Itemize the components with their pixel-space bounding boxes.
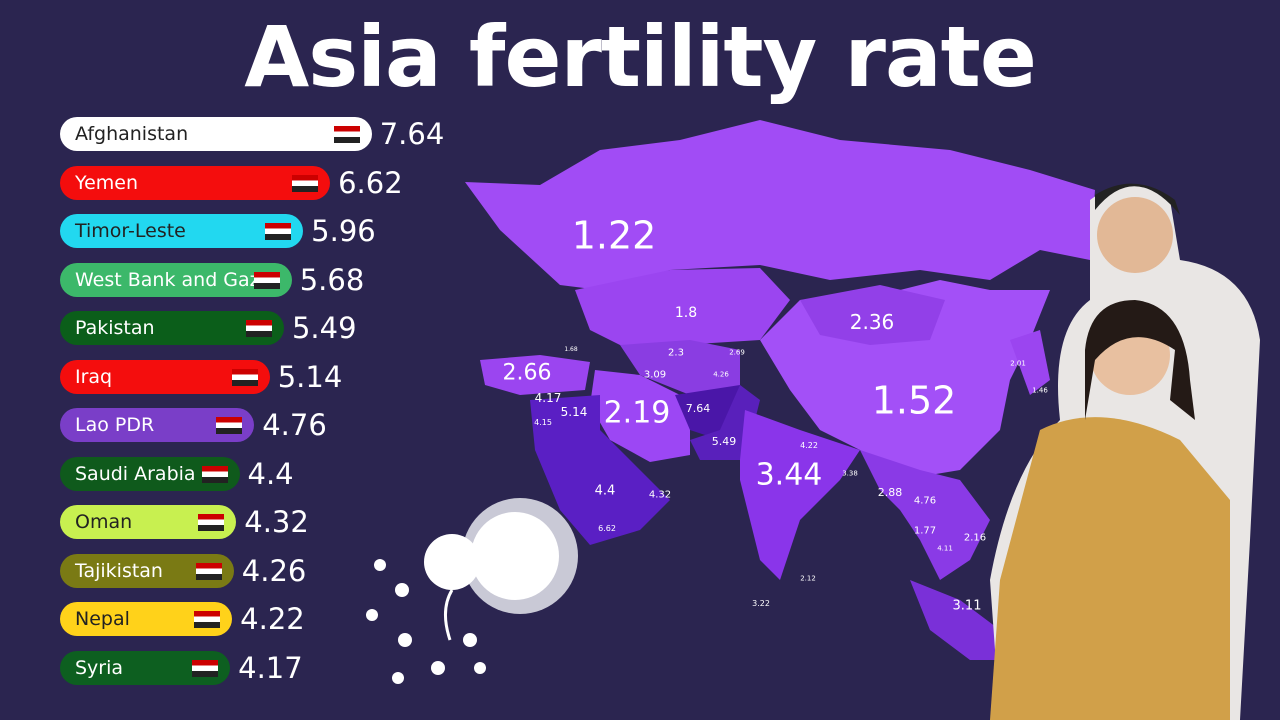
se-asia-region xyxy=(860,450,990,580)
bar: Pakistan xyxy=(60,311,284,345)
flag-icon xyxy=(198,514,225,531)
bar-label: Yemen xyxy=(75,171,139,194)
japan-korea-region xyxy=(1010,330,1050,395)
bar-value: 4.26 xyxy=(241,553,307,588)
bar-value: 7.64 xyxy=(379,117,445,151)
sperm-illustration xyxy=(366,498,578,684)
bar-value: 5.49 xyxy=(291,311,357,345)
map-value-label: 2.16 xyxy=(964,533,986,544)
map-value-label: 3.38 xyxy=(842,469,858,477)
bar-label: Nepal xyxy=(75,608,130,630)
flag-icon xyxy=(265,223,292,240)
bar: Oman xyxy=(60,505,237,539)
map-value-label: 1.22 xyxy=(572,213,657,257)
russia-region xyxy=(465,120,1095,290)
bar-label: Syria xyxy=(75,656,124,679)
map-value-label: 2.66 xyxy=(503,361,552,386)
bar-label: Pakistan xyxy=(75,317,155,339)
mongolia-region xyxy=(800,285,945,345)
india-region xyxy=(740,410,860,580)
map-value-label: 2.36 xyxy=(850,310,895,334)
iran-region xyxy=(590,370,690,462)
page-title: Asia fertility rate xyxy=(244,8,1037,106)
bar-value: 6.62 xyxy=(338,165,403,200)
flag-icon xyxy=(194,611,221,628)
map-value-label: 7.64 xyxy=(686,402,711,415)
map-value-label: 1.52 xyxy=(872,378,957,422)
map-value-label: 2.3 xyxy=(668,348,684,359)
arabia-region xyxy=(530,395,670,545)
turkey-region xyxy=(480,355,590,395)
bar: Afghanistan xyxy=(60,117,372,151)
map-value-label: 2.69 xyxy=(729,348,745,356)
bar-label: Tajikistan xyxy=(75,559,163,582)
bar: Lao PDR xyxy=(60,408,255,442)
bar-label: Saudi Arabia xyxy=(75,462,196,485)
bar: Tajikistan xyxy=(60,553,234,588)
map-value-label: 3.22 xyxy=(752,599,770,608)
flag-icon xyxy=(333,126,360,143)
bar-value: 5.14 xyxy=(277,359,343,394)
map-value-label: 6.62 xyxy=(598,524,616,533)
sperm-head xyxy=(424,534,480,590)
map-value-label: 2.19 xyxy=(604,396,671,431)
bar-label: West Bank and Gaza xyxy=(75,268,272,291)
map-value-label: 4.32 xyxy=(649,490,671,501)
egg-cell xyxy=(471,512,559,600)
map-value-label: 1.77 xyxy=(914,526,936,537)
flag-icon xyxy=(231,368,258,386)
map-value-label: 4.4 xyxy=(595,484,616,499)
couple-photo xyxy=(990,183,1260,720)
flag-icon xyxy=(253,271,280,289)
bar: Nepal xyxy=(60,602,233,636)
map-regions xyxy=(465,120,1095,660)
bar-label: Timor-Leste xyxy=(75,220,186,242)
bar: Timor-Leste xyxy=(60,214,304,248)
bar-label: Afghanistan xyxy=(75,123,189,145)
map-value-label: 3.11 xyxy=(953,599,982,614)
map-value-label: 2.88 xyxy=(878,486,903,499)
map-value-label: 4.22 xyxy=(800,441,818,450)
map-value-label: 4.76 xyxy=(914,496,936,507)
map-value-label: 1.46 xyxy=(1032,386,1048,394)
flag-icon xyxy=(192,659,219,677)
map-value-label: 2.01 xyxy=(1010,359,1026,367)
flag-icon xyxy=(195,562,222,580)
bar: Syria xyxy=(60,650,231,685)
bar: West Bank and Gaza xyxy=(60,262,292,297)
bar-value: 5.68 xyxy=(299,262,365,297)
central-asia-region xyxy=(620,340,740,395)
bar-value: 4.22 xyxy=(240,602,305,636)
bar: Saudi Arabia xyxy=(60,456,240,491)
map-value-label: 3.44 xyxy=(756,458,823,493)
map-value-label: 4.11 xyxy=(937,544,953,552)
map-value-label: 4.17 xyxy=(535,391,562,405)
flag-icon xyxy=(216,417,243,434)
flag-icon xyxy=(292,174,319,192)
map-value-label: 2.12 xyxy=(800,574,816,582)
bar-label: Iraq xyxy=(75,365,113,388)
bar-value: 4.4 xyxy=(247,456,294,491)
bar-value: 4.32 xyxy=(244,505,309,539)
map-value-label: 1.8 xyxy=(675,305,697,321)
bar-value: 4.17 xyxy=(238,650,303,685)
map-value-labels: 1.221.8 2.361.522.662.193.447.645.495.144… xyxy=(503,213,1049,613)
bar-value: 4.76 xyxy=(262,408,327,442)
map-value-label: 4.15 xyxy=(534,418,552,427)
bar-label: Lao PDR xyxy=(75,414,155,436)
bar-label: Oman xyxy=(75,511,133,533)
map-value-label: 5.49 xyxy=(712,435,737,448)
map-value-label: 4.26 xyxy=(713,370,729,378)
map-value-label: 5.14 xyxy=(561,405,588,419)
flag-icon xyxy=(245,320,272,337)
map-value-label: 3.09 xyxy=(644,370,666,381)
kazakhstan-region xyxy=(575,268,790,345)
flag-icon xyxy=(201,465,228,483)
bar: Yemen xyxy=(60,165,331,200)
map-value-label: 1.68 xyxy=(564,346,578,353)
indonesia-region xyxy=(910,580,1010,660)
bar-value: 5.96 xyxy=(311,214,376,248)
bar: Iraq xyxy=(60,359,270,394)
